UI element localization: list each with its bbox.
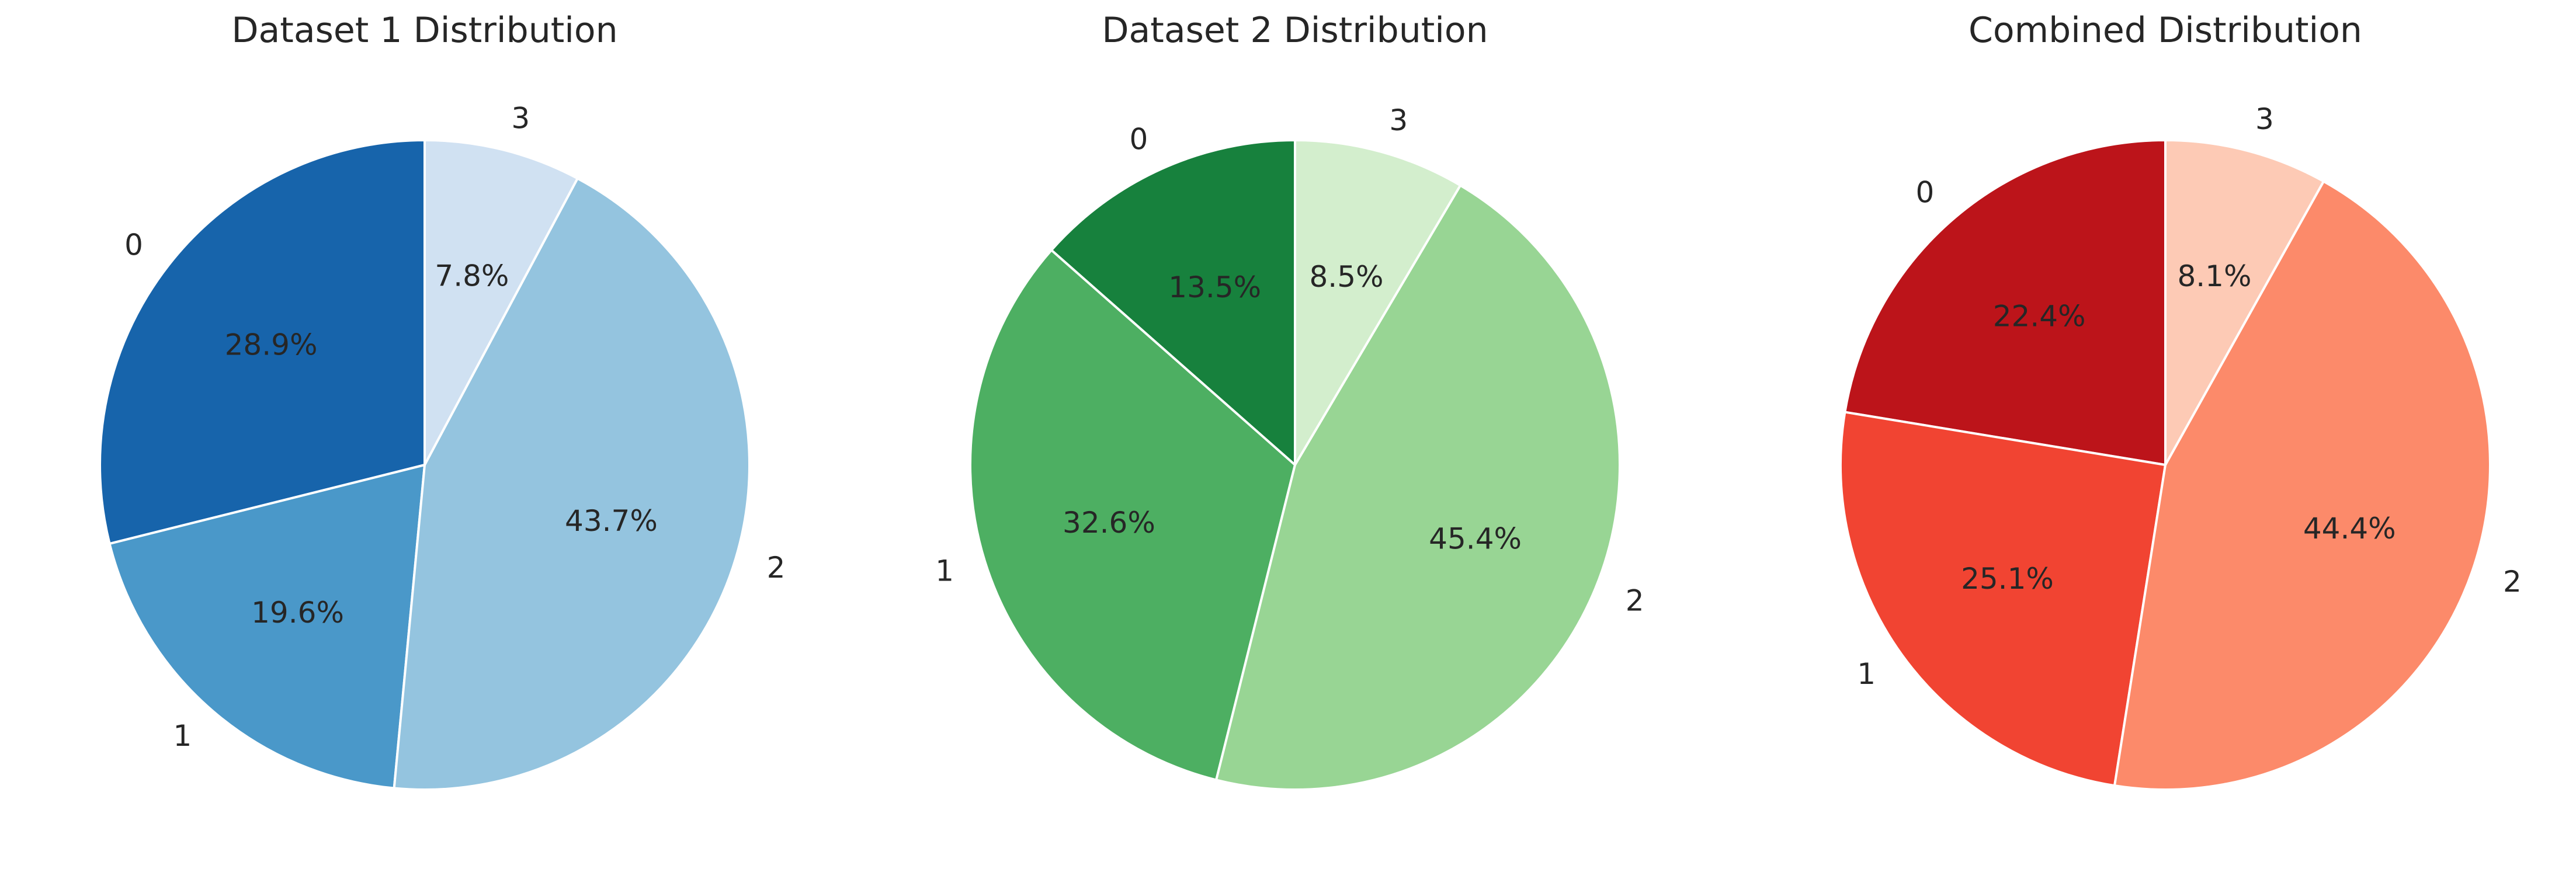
pie-category-label: 0 xyxy=(1915,176,1934,210)
pie-category-label: 1 xyxy=(173,719,192,753)
pie-percent-label: 22.4% xyxy=(1993,300,2086,333)
pie-slice-2 xyxy=(393,177,751,791)
label-group: 28.9% 0 19.6% 1 43.7% 2 7.8% 3 xyxy=(124,102,785,753)
pie-percent-label: 25.1% xyxy=(1961,562,2054,596)
pie-percent-label: 8.5% xyxy=(1310,260,1384,294)
pie-title: Dataset 1 Distribution xyxy=(231,10,617,51)
pie-slice-0 xyxy=(1844,139,2167,466)
pie-slice-1 xyxy=(969,249,1296,781)
pie-category-label: 2 xyxy=(1626,583,1644,617)
pie-category-label: 2 xyxy=(767,551,786,585)
pie-percent-label: 19.6% xyxy=(251,596,344,630)
pie-slice-2 xyxy=(1215,184,1621,791)
pie-percent-label: 45.4% xyxy=(1429,522,1522,556)
wedge-group xyxy=(969,139,1621,791)
wedge-group xyxy=(99,139,751,791)
pie-category-label: 1 xyxy=(935,554,954,588)
pie-panel-1: Dataset 1 Distribution 28.9% 0 19.6% 1 43.7%… xyxy=(99,10,785,791)
pie-percent-label: 43.7% xyxy=(565,504,658,538)
pie-percent-label: 28.9% xyxy=(225,328,318,362)
wedge-group xyxy=(1839,139,2491,791)
pie-panel-3: Combined Distribution 22.4%025.1%144.4%2… xyxy=(1839,10,2522,791)
pie-slice-1 xyxy=(108,464,426,790)
pie-slice-3 xyxy=(1294,139,1462,466)
label-group: 13.5% 0 32.6% 1 45.4% 2 8.5% 3 xyxy=(935,103,1644,617)
pie-category-label: 0 xyxy=(1130,123,1148,157)
pie-slice-3 xyxy=(2164,139,2325,466)
pie-category-label: 3 xyxy=(2255,102,2274,136)
pie-panel-2: Dataset 2 Distribution 13.5% 0 32.6% 1 45.4%… xyxy=(935,10,1644,791)
pie-category-label: 3 xyxy=(1389,103,1408,137)
pie-percent-label: 44.4% xyxy=(2303,512,2396,546)
pie-category-label: 0 xyxy=(124,228,143,262)
label-group: 22.4% 0 25.1% 1 44.4% 2 8.1% 3 xyxy=(1857,102,2522,691)
pie-percent-label: 13.5% xyxy=(1168,270,1261,304)
pie-category-label: 1 xyxy=(1857,657,1876,691)
pie-title: Combined Distribution xyxy=(1969,10,2362,51)
pie-slice-2 xyxy=(2113,180,2491,791)
pie-slice-0 xyxy=(1050,139,1296,466)
pie-title: Dataset 2 Distribution xyxy=(1102,10,1488,51)
pie-slice-0 xyxy=(99,139,426,545)
pie-percent-label: 7.8% xyxy=(435,259,509,293)
pie-category-label: 2 xyxy=(2503,565,2522,599)
pie-slice-3 xyxy=(423,139,579,466)
pie-category-label: 3 xyxy=(511,102,530,135)
pie-percent-label: 32.6% xyxy=(1063,506,1155,540)
pie-percent-label: 8.1% xyxy=(2177,259,2251,293)
pie-slice-1 xyxy=(1839,411,2167,787)
